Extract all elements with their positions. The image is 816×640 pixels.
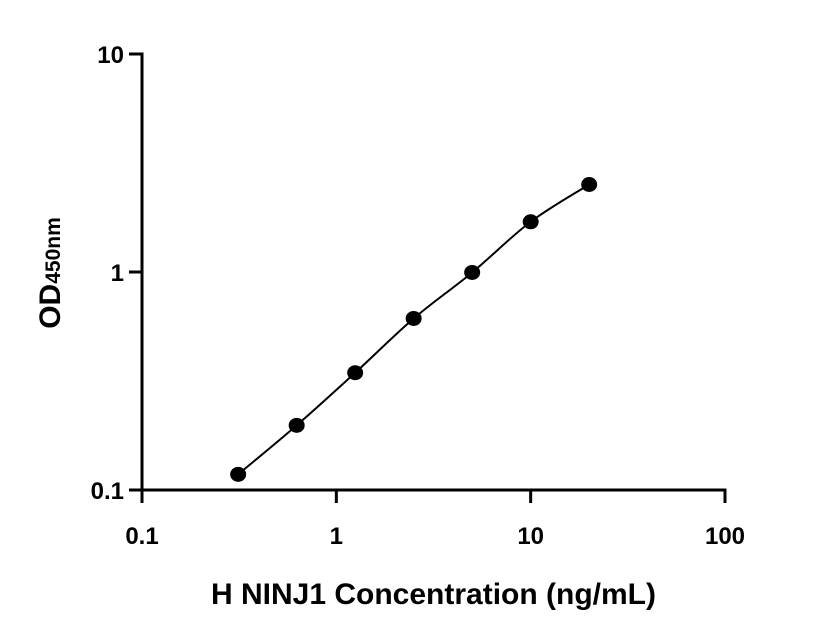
y-axis-title: OD450nm [34, 217, 67, 329]
y-tick-label: 1 [111, 260, 124, 287]
x-axis-title: H NINJ1 Concentration (ng/mL) [211, 578, 656, 611]
y-tick-label: 10 [97, 42, 124, 69]
axes [140, 52, 727, 492]
y-axis-ticks: 0.1 1 10 [91, 42, 142, 505]
data-point [581, 176, 598, 192]
fit-curve [237, 183, 590, 476]
y-axis-title-main: OD [34, 284, 67, 329]
y-tick-label: 0.1 [91, 478, 124, 505]
data-point [405, 310, 422, 326]
data-point [522, 214, 539, 230]
x-tick-label: 0.1 [125, 523, 158, 550]
data-point [464, 264, 481, 280]
y-axis-title-subscript: 450nm [42, 217, 65, 284]
data-point [288, 417, 305, 433]
x-axis-ticks: 0.1 1 10 100 [125, 490, 745, 550]
x-tick-label: 100 [705, 523, 745, 550]
data-point [230, 466, 247, 482]
x-tick-label: 10 [517, 523, 544, 550]
data-point [347, 365, 364, 381]
x-tick-label: 1 [330, 523, 343, 550]
data-points [230, 176, 598, 482]
